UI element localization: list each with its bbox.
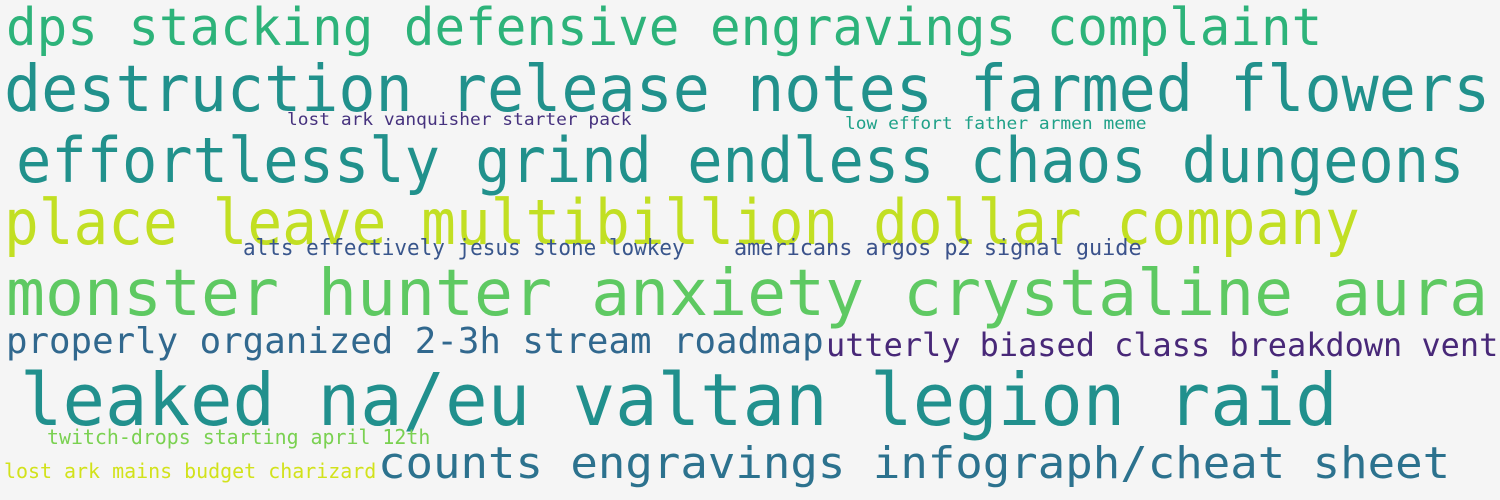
word-9: properly organized 2-3h stream roadmap <box>6 321 824 362</box>
word-4: effortlessly grind endless chaos dungeon… <box>16 124 1465 197</box>
word-13: lost ark mains budget charizard <box>4 459 377 483</box>
word-7: americans argos p2 signal guide <box>734 236 1142 261</box>
word-10: utterly biased class breakdown vent <box>826 326 1499 364</box>
word-2: lost ark vanquisher starter pack <box>287 110 632 130</box>
word-11: leaked na/eu valtan legion raid <box>20 358 1338 442</box>
word-5: place leave multibillion dollar company <box>4 186 1360 259</box>
word-14: counts engravings infograph/cheat sheet <box>378 438 1451 489</box>
word-6: alts effectively jesus stone lowkey <box>243 236 685 261</box>
word-8: monster hunter anxiety crystaline aura <box>6 257 1489 331</box>
word-12: twitch-drops starting april 12th <box>47 425 431 449</box>
word-1: destruction release notes farmed flowers <box>4 53 1491 127</box>
word-0: dps stacking defensive engravings compla… <box>6 0 1323 58</box>
word-3: low effort father armen meme <box>845 114 1147 134</box>
